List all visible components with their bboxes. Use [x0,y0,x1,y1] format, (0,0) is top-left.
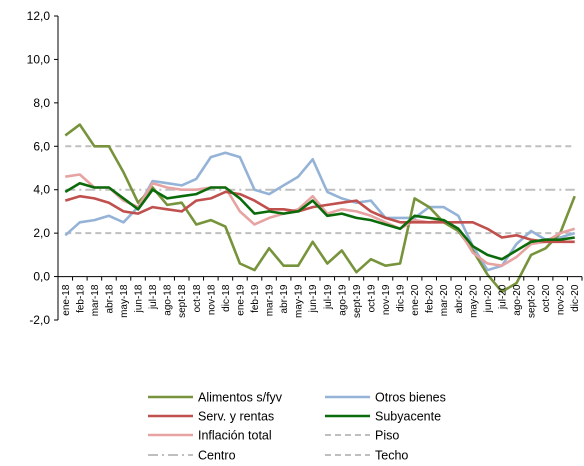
x-tick-label: mar-20 [439,284,450,316]
x-tick-label: jun-19 [308,284,319,313]
x-tick-label: jul-18 [148,284,159,310]
legend-label: Subyacente [375,410,441,424]
x-tick-label: ago-18 [163,284,174,316]
legend-label: Otros bienes [375,391,446,405]
x-tick-label: jul-20 [497,284,508,310]
legend-item: Serv. y rentas [148,410,274,424]
legend-item: Centro [148,449,236,463]
series-line-subyacente [64,181,575,261]
x-tick-label: dic-19 [396,284,407,312]
y-tick-label: 10,0 [27,52,51,66]
x-tick-label: jun-18 [134,284,145,313]
legend-label: Techo [375,449,408,463]
x-tick-label: oct-18 [192,284,203,312]
x-tick-label: mar-18 [90,284,101,316]
x-tick-label: ene-20 [410,284,421,316]
x-tick-label: abr-19 [279,284,290,313]
x-tick-label: abr-20 [454,284,465,313]
legend-item: Inflación total [148,429,272,443]
x-tick-label: ago-20 [512,284,523,316]
x-tick-label: jun-20 [483,284,494,313]
x-tick-label: abr-18 [104,284,115,313]
legend: Alimentos s/fyv Otros bienes Serv. y renta… [148,391,446,463]
x-tick-label: ago-19 [337,284,348,316]
x-tick-label: feb-19 [250,284,261,313]
x-tick-label: nov-20 [556,284,567,315]
y-tick-label: 12,0 [27,9,51,23]
legend-item: Alimentos s/fyv [148,391,283,405]
legend-label: Centro [198,449,236,463]
x-tick-label: may-20 [468,284,479,318]
series-line-serv-y-rentas [64,190,575,244]
y-tick-label: 0,0 [33,270,50,284]
y-tick-label: 4,0 [33,183,50,197]
x-tick-label: sept-19 [352,284,363,318]
x-tick-label: dic-18 [221,284,232,312]
legend-label: Inflación total [198,429,272,443]
legend-label: Alimentos s/fyv [198,391,283,405]
x-tick-label: may-18 [119,284,130,318]
series-line-alimentos-s-fyv [64,123,576,294]
legend-item: Otros bienes [325,391,446,405]
x-tick-label: oct-20 [541,284,552,312]
x-tick-label: feb-20 [425,284,436,313]
legend-item: Subyacente [325,410,441,424]
x-tick-label: jul-19 [323,284,334,310]
x-tick-label: sept-20 [527,284,538,318]
legend-label: Piso [375,429,399,443]
x-tick-label: oct-19 [366,284,377,312]
y-tick-label: 6,0 [33,139,50,153]
plot-area: -2,0 0,0 2,0 4,0 6,0 8,0 10,0 12,0 ene-18 feb-18 m… [27,9,583,327]
legend-item: Techo [325,449,408,463]
x-tick-label: dic-20 [570,284,581,312]
x-tick-label: ene-19 [235,284,246,316]
x-tick-label: nov-18 [206,284,217,315]
x-tick-label: nov-19 [381,284,392,315]
x-tick-label: may-19 [294,284,305,318]
x-tick-label: mar-19 [265,284,276,316]
legend-label: Serv. y rentas [198,410,274,424]
y-tick-label: 8,0 [33,96,50,110]
y-tick-label: -2,0 [29,313,50,327]
x-tick-label: sept-18 [177,284,188,318]
x-tick-label: feb-18 [75,284,86,313]
y-tick-label: 2,0 [33,226,50,240]
legend-item: Piso [325,429,399,443]
x-tick-label: ene-18 [61,284,72,316]
